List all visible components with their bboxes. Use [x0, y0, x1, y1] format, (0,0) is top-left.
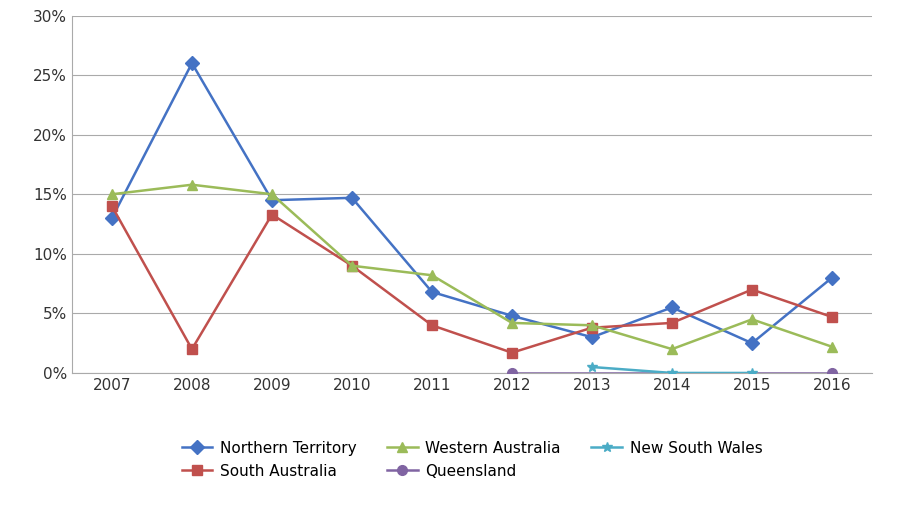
- Line: Queensland: Queensland: [507, 368, 837, 378]
- Line: Northern Territory: Northern Territory: [107, 59, 837, 348]
- Western Australia: [667, 346, 678, 352]
- Line: Western Australia: Western Australia: [107, 180, 837, 354]
- New South Wales: [747, 370, 758, 376]
- South Australia: [747, 286, 758, 293]
- Western Australia: [107, 191, 118, 197]
- Queensland: [826, 370, 837, 376]
- Northern Territory: [427, 289, 438, 295]
- Line: New South Wales: New South Wales: [587, 362, 757, 378]
- Northern Territory: [667, 304, 678, 310]
- South Australia: [427, 322, 438, 328]
- South Australia: [507, 350, 518, 356]
- South Australia: [107, 203, 118, 209]
- Northern Territory: [826, 275, 837, 281]
- Western Australia: [507, 320, 518, 326]
- South Australia: [187, 346, 198, 352]
- South Australia: [587, 325, 598, 331]
- Western Australia: [267, 191, 278, 197]
- Western Australia: [187, 182, 198, 188]
- Northern Territory: [107, 215, 118, 221]
- South Australia: [667, 320, 678, 326]
- Line: South Australia: South Australia: [107, 202, 837, 357]
- Northern Territory: [747, 340, 758, 346]
- Northern Territory: [507, 313, 518, 319]
- Northern Territory: [347, 195, 358, 201]
- Western Australia: [747, 316, 758, 322]
- Western Australia: [347, 263, 358, 269]
- Northern Territory: [267, 197, 278, 203]
- Northern Territory: [187, 60, 198, 66]
- Western Australia: [587, 322, 598, 328]
- Legend: Northern Territory, South Australia, Western Australia, Queensland, New South Wa: Northern Territory, South Australia, Wes…: [182, 441, 762, 479]
- South Australia: [347, 263, 358, 269]
- South Australia: [267, 211, 278, 218]
- South Australia: [826, 314, 837, 320]
- New South Wales: [667, 370, 678, 376]
- Queensland: [507, 370, 518, 376]
- Western Australia: [826, 343, 837, 350]
- Northern Territory: [587, 334, 598, 340]
- New South Wales: [587, 364, 598, 370]
- Western Australia: [427, 272, 438, 278]
